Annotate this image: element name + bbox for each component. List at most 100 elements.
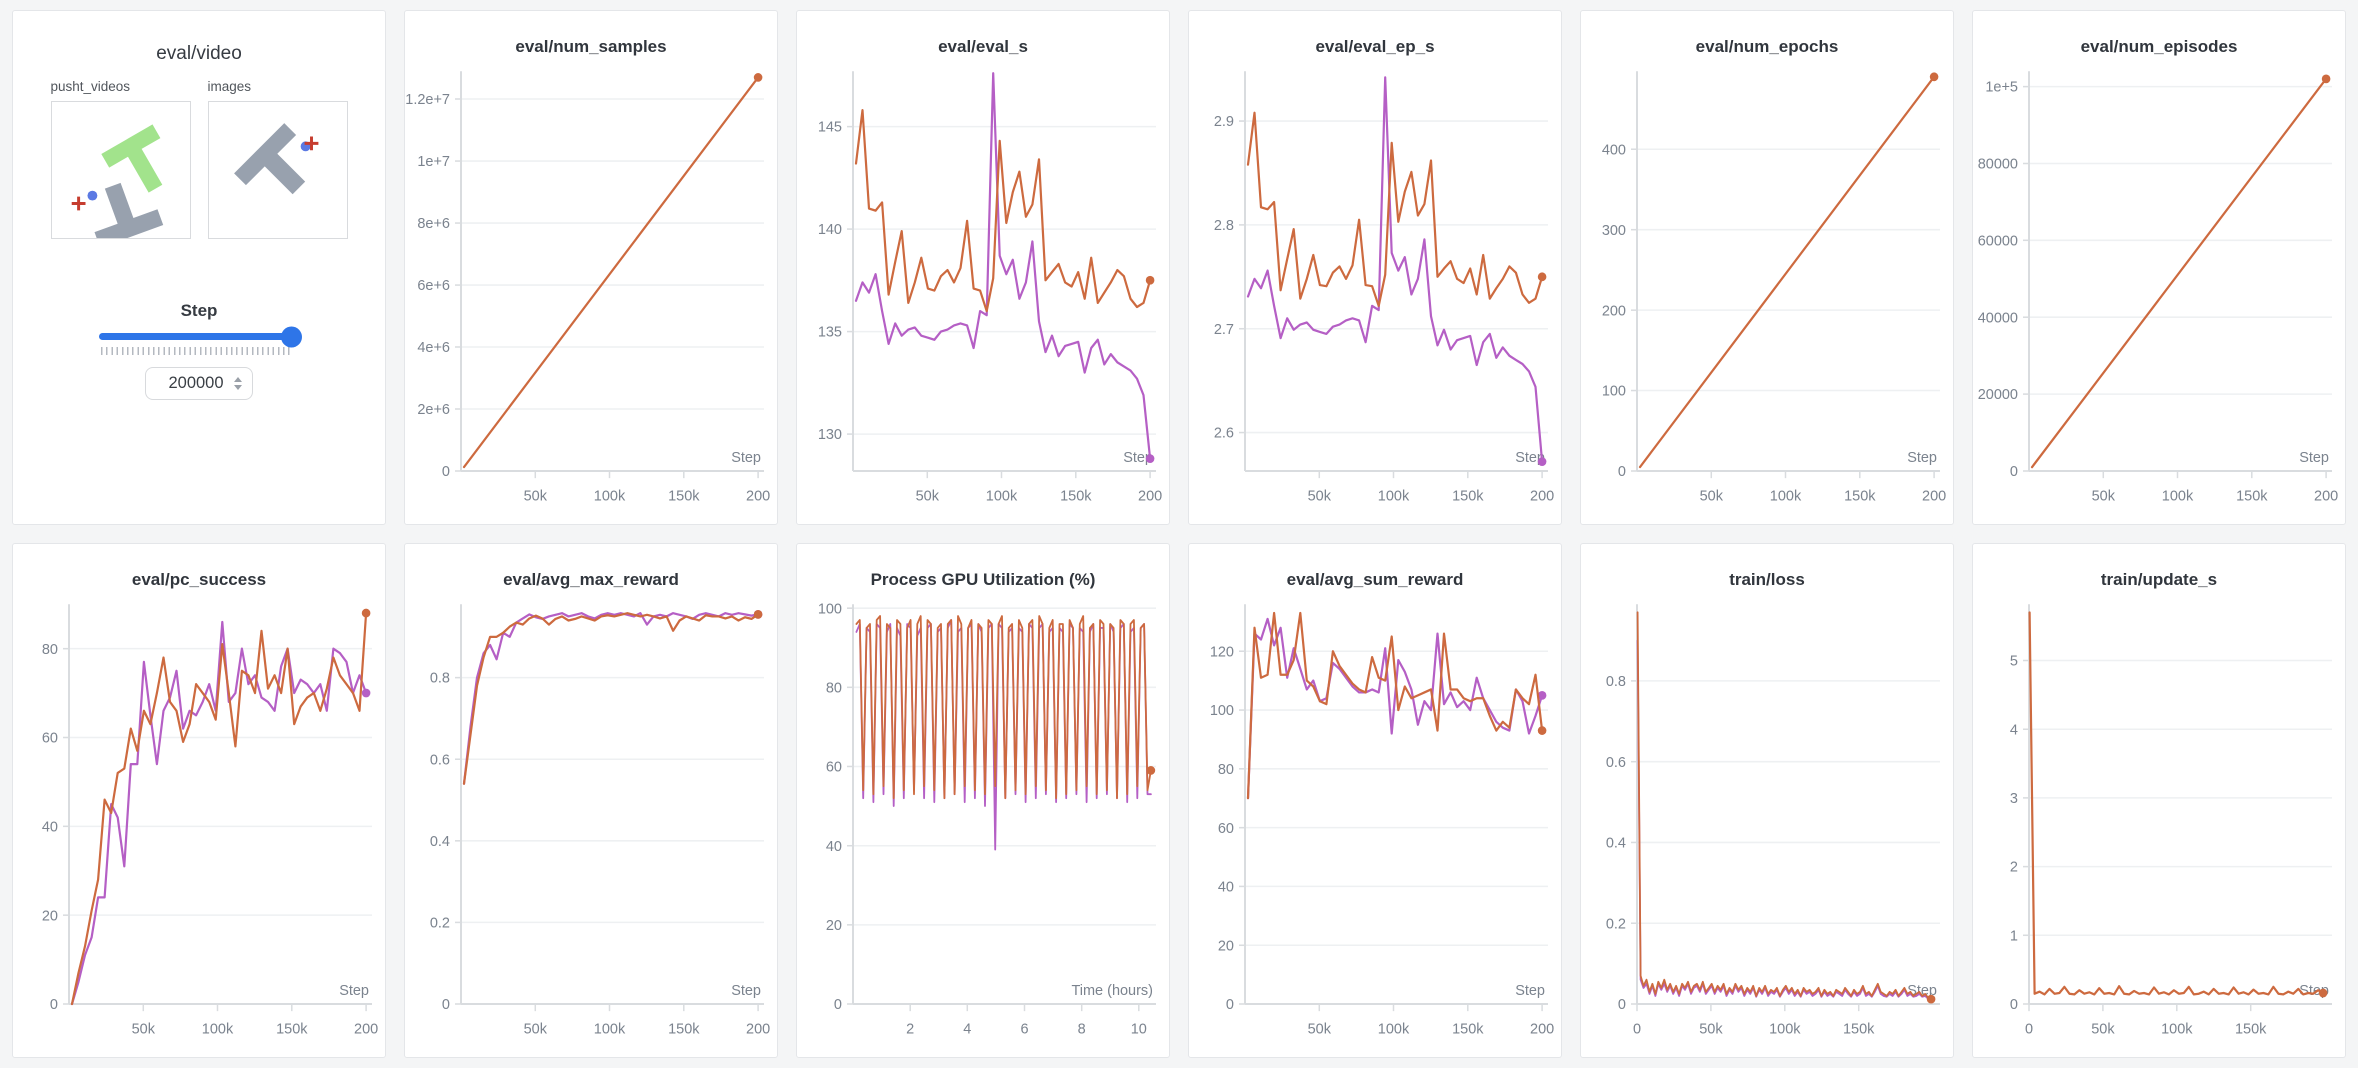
- y-tick-label: 120: [1210, 644, 1234, 660]
- x-tick-label: 50k: [2091, 1021, 2115, 1037]
- chart-panel-train-update-s[interactable]: train/update_s 0 1 2 3 4 5 0 50k 100k 150k Step: [1972, 543, 2346, 1058]
- y-tick-label: 0: [442, 997, 450, 1013]
- chart-title: eval/num_episodes: [2080, 37, 2238, 56]
- x-tick-label: 100k: [594, 488, 626, 504]
- chart-panel-eval-avg-sum-reward[interactable]: eval/avg_sum_reward 0 20 40 60 80 100 120 50k 10…: [1188, 543, 1562, 1058]
- x-tick-label: 100k: [1770, 488, 1802, 504]
- y-tick-label: 145: [818, 120, 842, 136]
- y-tick-label: 130: [818, 427, 842, 443]
- x-tick-label: 50k: [916, 488, 940, 504]
- image-thumbnail[interactable]: [207, 101, 348, 239]
- y-tick-label: 2.8: [1214, 218, 1234, 234]
- latest-point-dot-orange-run: [1537, 726, 1547, 735]
- latest-point-dot-orange-run: [361, 608, 371, 618]
- chart-svg: 0 2e+6 4e+6 6e+6 8e+6 1e+7 1.2e+7 50k 100k 150k 20…: [405, 71, 770, 505]
- media-item-images: images: [207, 79, 348, 239]
- chart-title: eval/num_samples: [515, 37, 667, 56]
- chart-panel-train-loss[interactable]: train/loss 0 0.2 0.4 0.6 0.8 0 50k 100k 150k Step: [1580, 543, 1954, 1058]
- series-line-purple-run: [462, 612, 760, 785]
- y-tick-label: 400: [1602, 142, 1626, 158]
- series-line-orange-run: [1636, 611, 1933, 1001]
- latest-point-dot-orange-run: [2321, 74, 2331, 84]
- chart-panel-eval-avg-max-reward[interactable]: eval/avg_max_reward 0 0.2 0.4 0.6 0.8 50k 100k…: [404, 543, 778, 1058]
- x-tick-label: 200: [1138, 488, 1162, 504]
- y-tick-label: 40000: [1978, 310, 2018, 326]
- chart-panel-eval-num-samples[interactable]: eval/num_samples 0 2e+6 4e+6 6e+6 8e+6 1e+7 1.…: [404, 10, 778, 525]
- y-tick-label: 0: [2010, 997, 2018, 1013]
- x-axis-label: Step: [2299, 450, 2329, 466]
- gray-t-shape: [94, 182, 163, 248]
- y-tick-label: 4: [2010, 722, 2018, 738]
- y-tick-label: 0.6: [1606, 755, 1626, 771]
- chart-svg: 0 20000 40000 60000 80000 1e+5 50k 100k 150k 200 S…: [1978, 71, 2338, 505]
- y-tick-label: 2: [2010, 860, 2018, 876]
- chart-svg: 2.6 2.7 2.8 2.9 50k 100k 150k 200 Step: [1214, 71, 1554, 505]
- y-tick-label: 135: [818, 325, 842, 341]
- video-thumbnail-pusht[interactable]: [50, 101, 191, 248]
- step-input-spinner[interactable]: [234, 377, 242, 390]
- x-tick-label: 0: [2025, 1021, 2033, 1037]
- y-tick-label: 0.2: [1606, 916, 1626, 932]
- x-tick-label: 150k: [1843, 1021, 1875, 1037]
- latest-point-dot-orange-run: [1146, 766, 1156, 775]
- x-tick-label: 50k: [1308, 1021, 1332, 1037]
- media-label-images: images: [207, 79, 252, 94]
- y-tick-label: 0.4: [1606, 835, 1626, 851]
- x-tick-label: 50k: [1308, 488, 1332, 504]
- spinner-up-icon[interactable]: [234, 377, 242, 382]
- latest-point-dot-orange-run: [1929, 72, 1939, 82]
- series-line-purple-run: [854, 72, 1152, 460]
- x-axis-label: Step: [1907, 450, 1937, 466]
- x-tick-label: 150k: [1452, 488, 1484, 504]
- latest-point-dot-orange-run: [2318, 988, 2328, 998]
- y-tick-label: 40: [826, 839, 842, 855]
- x-tick-label: 50k: [524, 1021, 548, 1037]
- step-input-wrap[interactable]: [145, 367, 253, 400]
- chart-panel-eval-pc-success[interactable]: eval/pc_success 0 20 40 60 80 50k 100k 150k 200 S…: [12, 543, 386, 1058]
- y-tick-label: 0: [50, 997, 58, 1013]
- y-tick-label: 20: [1218, 938, 1234, 954]
- x-tick-label: 50k: [2092, 488, 2116, 504]
- chart-svg: 130 135 140 145 50k 100k 150k 200 Step: [818, 71, 1162, 505]
- x-tick-label: 100k: [1378, 1021, 1410, 1037]
- chart-panel-eval-eval-s[interactable]: eval/eval_s 130 135 140 145 50k 100k 150k 200 St…: [796, 10, 1170, 525]
- chart-svg: 0 20 40 60 80 100 120 50k 100k 150k 200 Step: [1210, 604, 1554, 1038]
- y-tick-label: 0: [442, 464, 450, 480]
- y-tick-label: 100: [1602, 384, 1626, 400]
- media-label-pusht-videos: pusht_videos: [50, 79, 131, 94]
- chart-eval-num-epochs: 0 100 200 300 400 50k 100k 150k 200 Step: [1581, 61, 1953, 522]
- x-tick-label: 200: [1530, 1021, 1554, 1037]
- x-tick-label: 200: [746, 1021, 770, 1037]
- step-slider-label: Step: [180, 301, 218, 320]
- chart-eval-num-episodes: 0 20000 40000 60000 80000 1e+5 50k 100k 150k 200 S…: [1973, 61, 2345, 522]
- series-line-orange-run: [462, 612, 760, 785]
- x-tick-label: 50k: [132, 1021, 156, 1037]
- x-tick-label: 150k: [2236, 488, 2268, 504]
- step-slider-knob[interactable]: [281, 326, 302, 347]
- chart-panel-eval-num-epochs[interactable]: eval/num_epochs 0 100 200 300 400 50k 100k 150k…: [1580, 10, 1954, 525]
- y-tick-label: 0: [2010, 464, 2018, 480]
- chart-panel-eval-eval-ep-s[interactable]: eval/eval_ep_s 2.6 2.7 2.8 2.9 50k 100k 150k 20…: [1188, 10, 1562, 525]
- x-tick-label: 150k: [2235, 1021, 2267, 1037]
- series-line-orange-run: [855, 615, 1152, 800]
- y-tick-label: 80: [42, 642, 58, 658]
- y-tick-label: 140: [818, 222, 842, 238]
- y-tick-label: 40: [42, 819, 58, 835]
- step-slider[interactable]: [99, 326, 302, 355]
- chart-svg: 0 20 40 60 80 50k 100k 150k 200 Step: [42, 604, 378, 1038]
- chart-panel-eval-num-episodes[interactable]: eval/num_episodes 0 20000 40000 60000 80000 1…: [1972, 10, 2346, 525]
- x-tick-label: 100k: [594, 1021, 626, 1037]
- target-cross-icon: [304, 136, 318, 151]
- y-tick-label: 0: [1618, 997, 1626, 1013]
- chart-panel-process-gpu-utilization[interactable]: Process GPU Utilization (%) 0 20 40 60 80 100…: [796, 543, 1170, 1058]
- spinner-down-icon[interactable]: [234, 385, 242, 390]
- y-tick-label: 20: [42, 908, 58, 924]
- y-tick-label: 0: [1618, 464, 1626, 480]
- media-item-pusht-videos: pusht_videos: [50, 79, 191, 248]
- x-tick-label: 200: [746, 488, 770, 504]
- y-tick-label: 80: [826, 680, 842, 696]
- x-tick-label: 150k: [1452, 1021, 1484, 1037]
- step-slider-track[interactable]: [99, 326, 302, 347]
- chart-title: eval/eval_s: [938, 37, 1028, 56]
- step-input[interactable]: [158, 374, 234, 393]
